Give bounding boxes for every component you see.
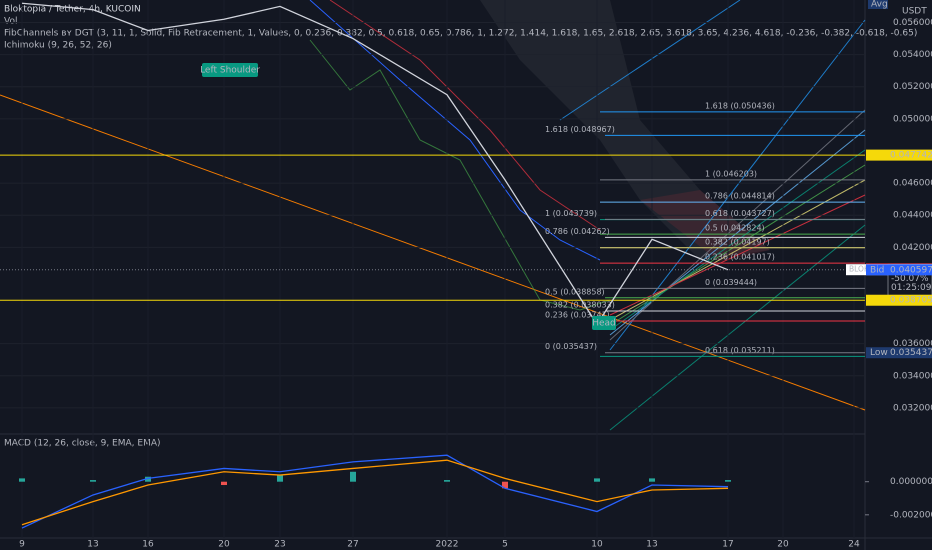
- fib-label: 0.5 (0.042824): [705, 224, 765, 233]
- y-tick-label: 0.052000: [893, 82, 932, 92]
- low_line-tag: [866, 294, 932, 306]
- avg-label: Avg: [871, 0, 888, 10]
- bid-name: Bid: [870, 265, 884, 275]
- y-tick-label: 0.042000: [893, 243, 932, 253]
- x-tick-label: 16: [142, 540, 154, 550]
- chart-title: Bloktopia / Tether, 4h, KUCOIN: [4, 5, 141, 15]
- fib-label: 0.236 (0.03741): [545, 311, 610, 320]
- macd-histogram-bar: [19, 478, 25, 482]
- macd-histogram-bar: [594, 478, 600, 482]
- avg-tag: [868, 0, 888, 9]
- y-tick-label: 0.054000: [893, 50, 932, 60]
- bid-value: 0.040597: [890, 265, 932, 275]
- countdown: 01:25:09: [891, 283, 932, 293]
- y-tick-label: 0.056000: [893, 18, 932, 28]
- high-tag: [866, 149, 932, 161]
- low-value: 0.035437: [890, 348, 932, 358]
- fib-label: 0.236 (0.041017): [705, 253, 775, 262]
- tenkan-line: [329, 0, 601, 231]
- trendline: [0, 94, 866, 411]
- indicator-label: FibChannels ʙʏ DGT (3, 11, 1, Solid, Fib…: [4, 29, 917, 39]
- fib-label: 0.382 (0.04197): [705, 237, 770, 246]
- macd-histogram-bar: [145, 476, 151, 482]
- macd-histogram-bar: [444, 480, 450, 482]
- high-value: 0.047742: [890, 151, 932, 161]
- fib-label: 1 (0.043739): [545, 209, 597, 218]
- x-tick-label: 2022: [436, 540, 459, 550]
- indicator-label: Ichimoku (9, 26, 52, 26): [4, 41, 112, 51]
- currency-label: USDT: [902, 7, 927, 17]
- annotation: Left Shoulder: [200, 66, 260, 76]
- x-tick-label: 20: [218, 540, 230, 550]
- x-tick-label: 17: [722, 540, 733, 550]
- macd-title: MACD (12, 26, close, 9, EMA, EMA): [4, 439, 161, 449]
- price-line: [21, 2, 729, 326]
- y-tick-label: 0.044000: [893, 211, 932, 221]
- macd-histogram-bar: [277, 475, 283, 482]
- macd-histogram-bar: [221, 481, 227, 486]
- y-tick-label: 0.032000: [893, 403, 932, 413]
- indicator-label: Vol: [4, 17, 17, 27]
- macd-tick-label: -0.002000: [890, 510, 932, 520]
- x-tick-label: 5: [502, 540, 508, 550]
- bid-tag: [866, 264, 932, 276]
- fib-label: 0.618 (0.043727): [705, 209, 775, 218]
- fib-label: 0.786 (0.04262): [545, 227, 610, 236]
- macd-histogram-bar: [502, 481, 508, 489]
- macd-histogram-bar: [649, 478, 655, 482]
- y-tick-label: 0.046000: [893, 179, 932, 189]
- macd-histogram-bar: [725, 480, 731, 482]
- fib-label: 0 (0.035437): [545, 342, 597, 351]
- x-tick-label: 23: [274, 540, 285, 550]
- x-tick-label: 27: [347, 540, 358, 550]
- macd-histogram-bar: [90, 480, 96, 482]
- last-change: -50.07%: [891, 274, 929, 284]
- fib-label: 1.618 (0.050436): [705, 101, 775, 110]
- x-tick-label: 10: [591, 540, 603, 550]
- x-tick-label: 20: [777, 540, 789, 550]
- low-name: Low: [870, 348, 888, 358]
- fib-label: 1.618 (0.048967): [545, 125, 615, 134]
- ichimoku-cloud-red: [640, 190, 770, 262]
- x-tick-label: 13: [87, 540, 98, 550]
- ichimoku-cloud: [480, 0, 770, 260]
- fib-label: 0.618 (0.035211): [705, 346, 775, 355]
- annotation-box: [592, 316, 616, 330]
- fib-label: 1 (0.046203): [705, 169, 757, 178]
- fib-label: 0.5 (0.038858): [545, 287, 605, 296]
- macd-histogram-bar: [350, 471, 356, 482]
- y-tick-label: 0.050000: [893, 114, 932, 124]
- chikou-line: [309, 39, 611, 311]
- y-tick-label: 0.036000: [893, 339, 932, 349]
- low-tag: [866, 347, 932, 359]
- kijun-line: [309, 0, 601, 261]
- annotation: Head: [592, 319, 616, 329]
- x-tick-label: 9: [19, 540, 25, 550]
- macd-tick-label: 0.000000: [890, 477, 932, 487]
- fib-label: 0 (0.039444): [705, 278, 757, 287]
- y-tick-label: 0.034000: [893, 371, 932, 381]
- signal-line: [21, 459, 729, 526]
- macd-line: [21, 454, 729, 529]
- x-tick-label: 24: [848, 540, 860, 550]
- low_line-value: 0.038705: [890, 296, 932, 306]
- fib-label: 0.786 (0.044814): [705, 192, 775, 201]
- annotation-box: [202, 63, 258, 77]
- x-tick-label: 13: [646, 540, 657, 550]
- fib-label: 0.382 (0.038033): [545, 301, 615, 310]
